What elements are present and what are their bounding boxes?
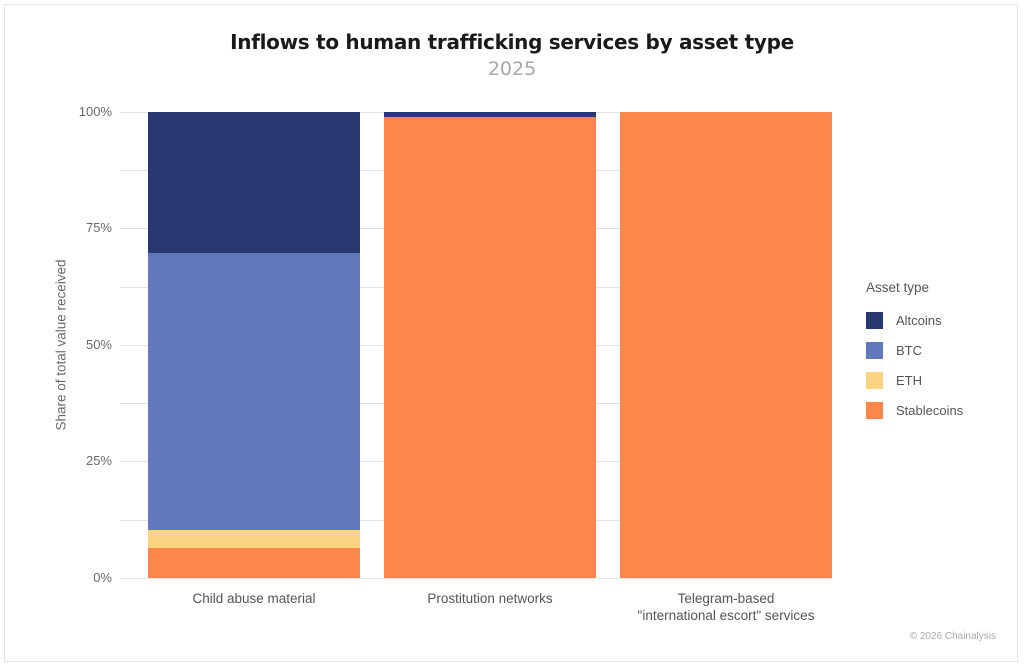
legend-label: BTC — [896, 342, 922, 358]
legend-title: Asset type — [866, 280, 930, 295]
x-label-child-abuse-material: Child abuse material — [124, 590, 384, 607]
bar-prostitution-networks — [384, 112, 596, 578]
x-label-line2: "international escort" services — [637, 608, 815, 623]
legend-item-stablecoins: Stablecoins — [866, 400, 963, 420]
legend-swatch-altcoins — [866, 311, 883, 329]
bar-segment-altcoins — [384, 112, 596, 117]
legend-label: Altcoins — [896, 312, 942, 328]
x-label-line1: Child abuse material — [192, 591, 316, 606]
x-label-telegram-escort-services: Telegram-based "international escort" se… — [596, 590, 856, 624]
legend-item-btc: BTC — [866, 340, 963, 360]
chart-title: Inflows to human trafficking services by… — [230, 30, 794, 54]
legend-item-eth: ETH — [866, 370, 963, 390]
bar-segment-altcoins — [148, 112, 360, 254]
legend: Asset type Altcoins BTC ETH Stablecoins — [866, 280, 963, 430]
plot-area — [120, 112, 832, 579]
bar-segment-btc — [148, 253, 360, 531]
legend-label: Stablecoins — [896, 402, 964, 418]
x-label-line1: Telegram-based — [677, 591, 775, 606]
x-label-line1: Prostitution networks — [427, 591, 553, 606]
ytick-75: 75% — [85, 220, 112, 235]
chart-frame — [4, 4, 1018, 662]
ytick-100: 100% — [78, 104, 112, 119]
chart-subtitle: 2025 — [487, 58, 537, 80]
legend-swatch-eth — [866, 371, 883, 389]
gridline-0 — [120, 578, 832, 579]
bar-segment-stablecoins — [148, 548, 360, 578]
legend-item-altcoins: Altcoins — [866, 310, 963, 330]
bar-segment-stablecoins — [620, 112, 832, 578]
legend-swatch-btc — [866, 341, 883, 359]
bar-telegram-escort-services — [620, 112, 832, 578]
bar-segment-eth — [148, 530, 360, 549]
legend-swatch-stablecoins — [866, 401, 883, 419]
ytick-25: 25% — [85, 453, 112, 468]
legend-label: ETH — [896, 372, 922, 388]
bar-child-abuse-material — [148, 112, 360, 578]
copyright-credit: © 2026 Chainalysis — [909, 631, 996, 642]
x-label-prostitution-networks: Prostitution networks — [360, 590, 620, 607]
ytick-50: 50% — [85, 337, 112, 352]
ytick-0: 0% — [93, 570, 112, 585]
bar-segment-stablecoins — [384, 116, 596, 578]
